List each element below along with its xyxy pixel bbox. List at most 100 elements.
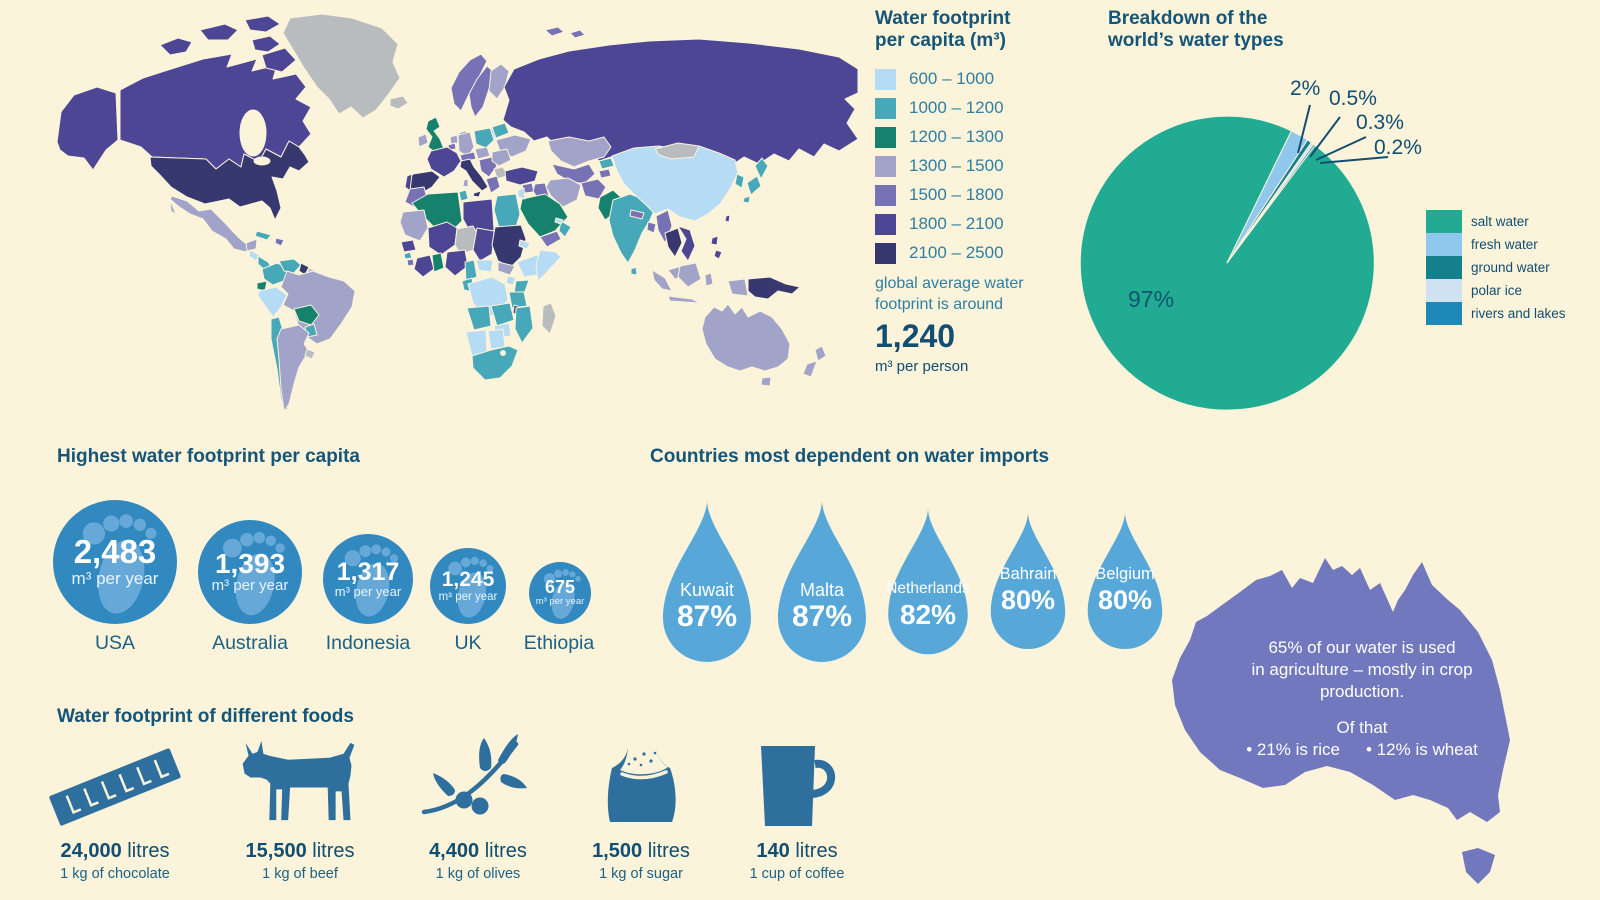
world-map <box>56 13 859 412</box>
footprint-value: 1,245 <box>441 567 495 591</box>
footprint-icon <box>448 556 494 618</box>
map-region-north-america <box>56 13 409 273</box>
footprint-value: 2,483 <box>73 533 157 571</box>
australia-line3: production. <box>1319 682 1405 701</box>
map-legend-title: Water footprint per capita (m³) <box>875 8 1110 53</box>
legend-row: 2100 – 2500 <box>875 242 1110 264</box>
map-country-papua-new-guinea <box>747 276 801 300</box>
map-country-australia <box>701 303 791 372</box>
australia-shape <box>1172 558 1510 884</box>
food-value-sugar: 1,500 litres <box>592 840 690 862</box>
pie-label-salt-water: 97% <box>1128 286 1175 312</box>
pie-callout-lines <box>1297 104 1389 164</box>
drop-percent: 80% <box>1000 585 1056 615</box>
water-drop-icon <box>1087 511 1163 650</box>
map-country-ghana <box>431 252 445 273</box>
map-region-oceania <box>701 303 827 387</box>
legend-range: 1500 – 1800 <box>909 185 1004 205</box>
drop-percent: 87% <box>791 600 853 633</box>
legend-row: 1200 – 1300 <box>875 126 1110 148</box>
map-country-saudi-arabia <box>519 193 569 238</box>
water-drop-icon <box>778 500 866 662</box>
map-country-norway <box>450 53 488 112</box>
footprint-value: 1,393 <box>214 548 286 580</box>
map-country-angola <box>466 305 492 331</box>
map-legend-rows: 600 – 1000 1000 – 1200 1200 – 1300 1300 … <box>875 68 1110 264</box>
australia-line2: in agriculture – mostly in crop <box>1251 660 1473 679</box>
food-caption-olives: 1 kg of olives <box>435 866 521 882</box>
map-country-iran <box>545 177 582 208</box>
food-value-beef: 15,500 litres <box>245 840 355 862</box>
chocolate-icon <box>49 748 181 826</box>
footprint-country-usa: USA <box>94 632 136 654</box>
water-drop-icon <box>990 511 1066 650</box>
footprint-unit: m³ per year <box>211 577 289 595</box>
footprint-country-uk: UK <box>454 632 482 654</box>
pie-legend-swatch <box>1426 302 1462 325</box>
map-country-mali <box>427 221 458 256</box>
drop-percent: 80% <box>1097 585 1153 615</box>
map-country-botswana <box>487 328 506 350</box>
import-drop-bahrain: Bahrain 80% <box>984 503 1072 658</box>
pie-label-rivers-lakes: 0.2% <box>1374 136 1422 159</box>
legend-swatch <box>875 126 896 148</box>
food-caption-beef: 1 kg of beef <box>262 866 338 882</box>
map-region-south-america <box>256 258 356 412</box>
pie-legend: salt water fresh water ground water pola… <box>1426 210 1566 325</box>
section-title-water-imports: Countries most dependent on water import… <box>650 446 1050 467</box>
drop-country: Netherlands <box>886 580 970 597</box>
map-country-germany <box>457 131 475 158</box>
map-country-indonesia <box>677 262 702 288</box>
food-value-coffee: 140 litres <box>756 840 838 862</box>
drop-country: Kuwait <box>679 580 735 600</box>
map-country-peru <box>257 286 288 318</box>
map-legend-title-line2: per capita (m³) <box>875 30 1006 52</box>
map-country-italy <box>459 158 489 192</box>
map-country-poland <box>473 127 495 149</box>
map-country-mozambique <box>514 305 534 344</box>
map-country-somalia <box>535 249 562 282</box>
legend-row: 600 – 1000 <box>875 68 1110 90</box>
pie-legend-row: ground water <box>1426 256 1566 279</box>
footprint-icon <box>543 569 581 619</box>
footprint-value: 675 <box>544 577 576 598</box>
map-country-uk <box>425 116 445 154</box>
global-average-note: global average water footprint is around <box>875 274 1024 313</box>
map-region-asia <box>502 38 859 304</box>
pie-slice-rivers-and-lakes <box>1226 143 1316 264</box>
map-legend: Water footprint per capita (m³) 600 – 10… <box>875 8 1110 375</box>
map-country-mongolia <box>654 142 700 160</box>
footprint-circle-indonesia: 1,317 m³ per year <box>323 534 413 624</box>
map-country-chad <box>472 227 495 262</box>
pie-legend-row: polar ice <box>1426 279 1566 302</box>
footprint-unit: m³ per year <box>438 590 498 603</box>
legend-range: 1800 – 2100 <box>909 214 1004 234</box>
footprint-unit: m³ per year <box>334 583 402 599</box>
map-country-zambia <box>490 302 515 327</box>
map-country-sudan <box>491 224 527 268</box>
map-country-thailand <box>664 227 683 258</box>
legend-row: 1300 – 1500 <box>875 155 1110 177</box>
import-drop-belgium: Belgium 80% <box>1081 503 1169 658</box>
pie-label-fresh-water: 2% <box>1290 77 1321 100</box>
map-country-argentina <box>276 324 310 412</box>
food-caption-chocolate: 1 kg of chocolate <box>60 866 170 882</box>
footprint-circle-uk: 1,245 m³ per year <box>430 548 506 624</box>
drop-percent: 87% <box>676 600 738 633</box>
coffee-mug-icon <box>761 746 835 826</box>
legend-swatch <box>875 68 896 90</box>
import-drop-malta: Malta 87% <box>770 496 874 666</box>
map-country-mexico <box>169 195 251 253</box>
pie-label-polar-ice: 0.3% <box>1356 111 1404 134</box>
map-country-senegal <box>400 239 417 253</box>
legend-swatch <box>875 213 896 235</box>
map-country-new-zealand <box>814 345 827 362</box>
global-average-value: 1,240 <box>875 318 956 355</box>
australia-bullet-wheat: • 12% is wheat <box>1366 740 1478 759</box>
map-country-egypt <box>493 193 521 229</box>
water-drop-icon <box>663 500 751 662</box>
map-country-cuba <box>254 230 272 241</box>
map-region-africa <box>399 186 562 381</box>
cow-icon <box>242 740 355 821</box>
